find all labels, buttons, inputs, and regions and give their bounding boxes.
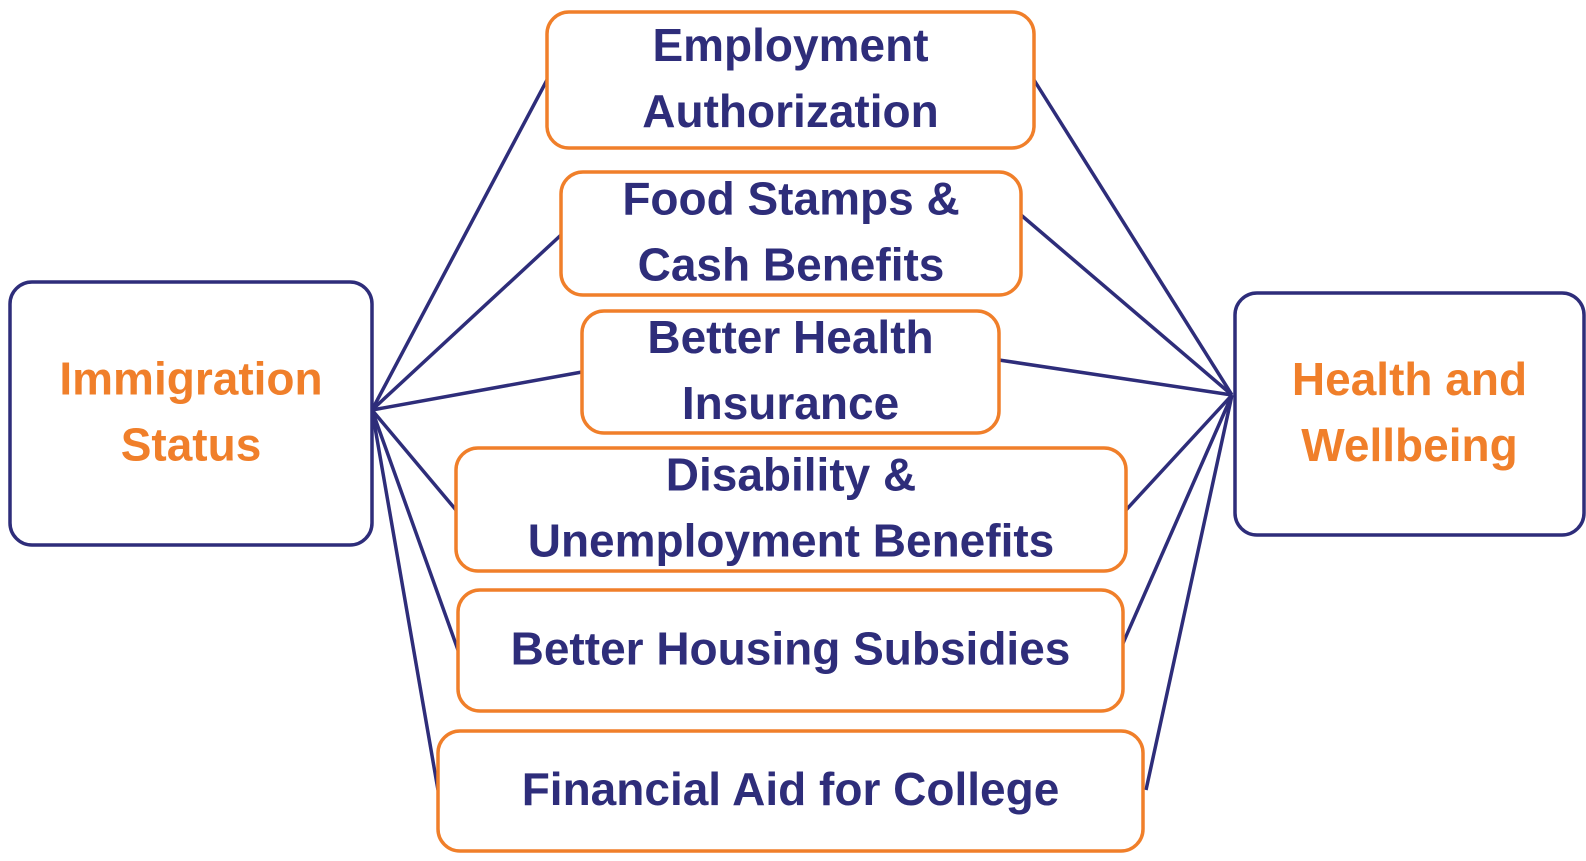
factor-box xyxy=(456,588,1125,713)
factor-box-text: Food Stamps & xyxy=(622,173,959,225)
connector xyxy=(370,233,563,412)
factor-box-text: Financial Aid for College xyxy=(522,763,1060,815)
factor-box xyxy=(580,309,1001,435)
factor-box xyxy=(454,446,1128,573)
connector xyxy=(998,358,1233,397)
factor-box-text: Employment xyxy=(652,19,928,71)
factor-box-text: Better Housing Subsidies xyxy=(511,623,1071,675)
factor-box-text: Unemployment Benefits xyxy=(528,515,1055,567)
connector xyxy=(1118,394,1234,651)
factor-box xyxy=(559,170,1023,297)
factor-box-text: Authorization xyxy=(642,85,938,137)
connector xyxy=(370,408,458,512)
connector xyxy=(1032,79,1234,396)
connectors xyxy=(370,79,1234,791)
source-box-text: Status xyxy=(121,419,262,471)
factor-box-text: Disability & xyxy=(666,449,917,501)
connector xyxy=(1144,394,1234,791)
source-box-text: Immigration xyxy=(59,353,322,405)
factor-box xyxy=(545,10,1036,150)
source-box xyxy=(8,280,374,547)
outcome-box-text: Health and xyxy=(1292,353,1527,405)
outcome-box-text: Wellbeing xyxy=(1301,419,1517,471)
boxes: Employment Authorization Food Stamps & Cash… xyxy=(8,10,1586,853)
connector xyxy=(370,409,460,651)
outcome-box xyxy=(1233,291,1586,537)
connector xyxy=(1019,213,1234,397)
connector xyxy=(1124,393,1234,512)
connector xyxy=(370,409,440,791)
factor-box-text: Cash Benefits xyxy=(638,239,945,291)
factor-box-text: Better Health xyxy=(647,311,933,363)
factor-box-text: Insurance xyxy=(682,377,899,429)
connector xyxy=(371,370,583,412)
factor-box xyxy=(436,729,1145,853)
connector xyxy=(370,79,549,411)
